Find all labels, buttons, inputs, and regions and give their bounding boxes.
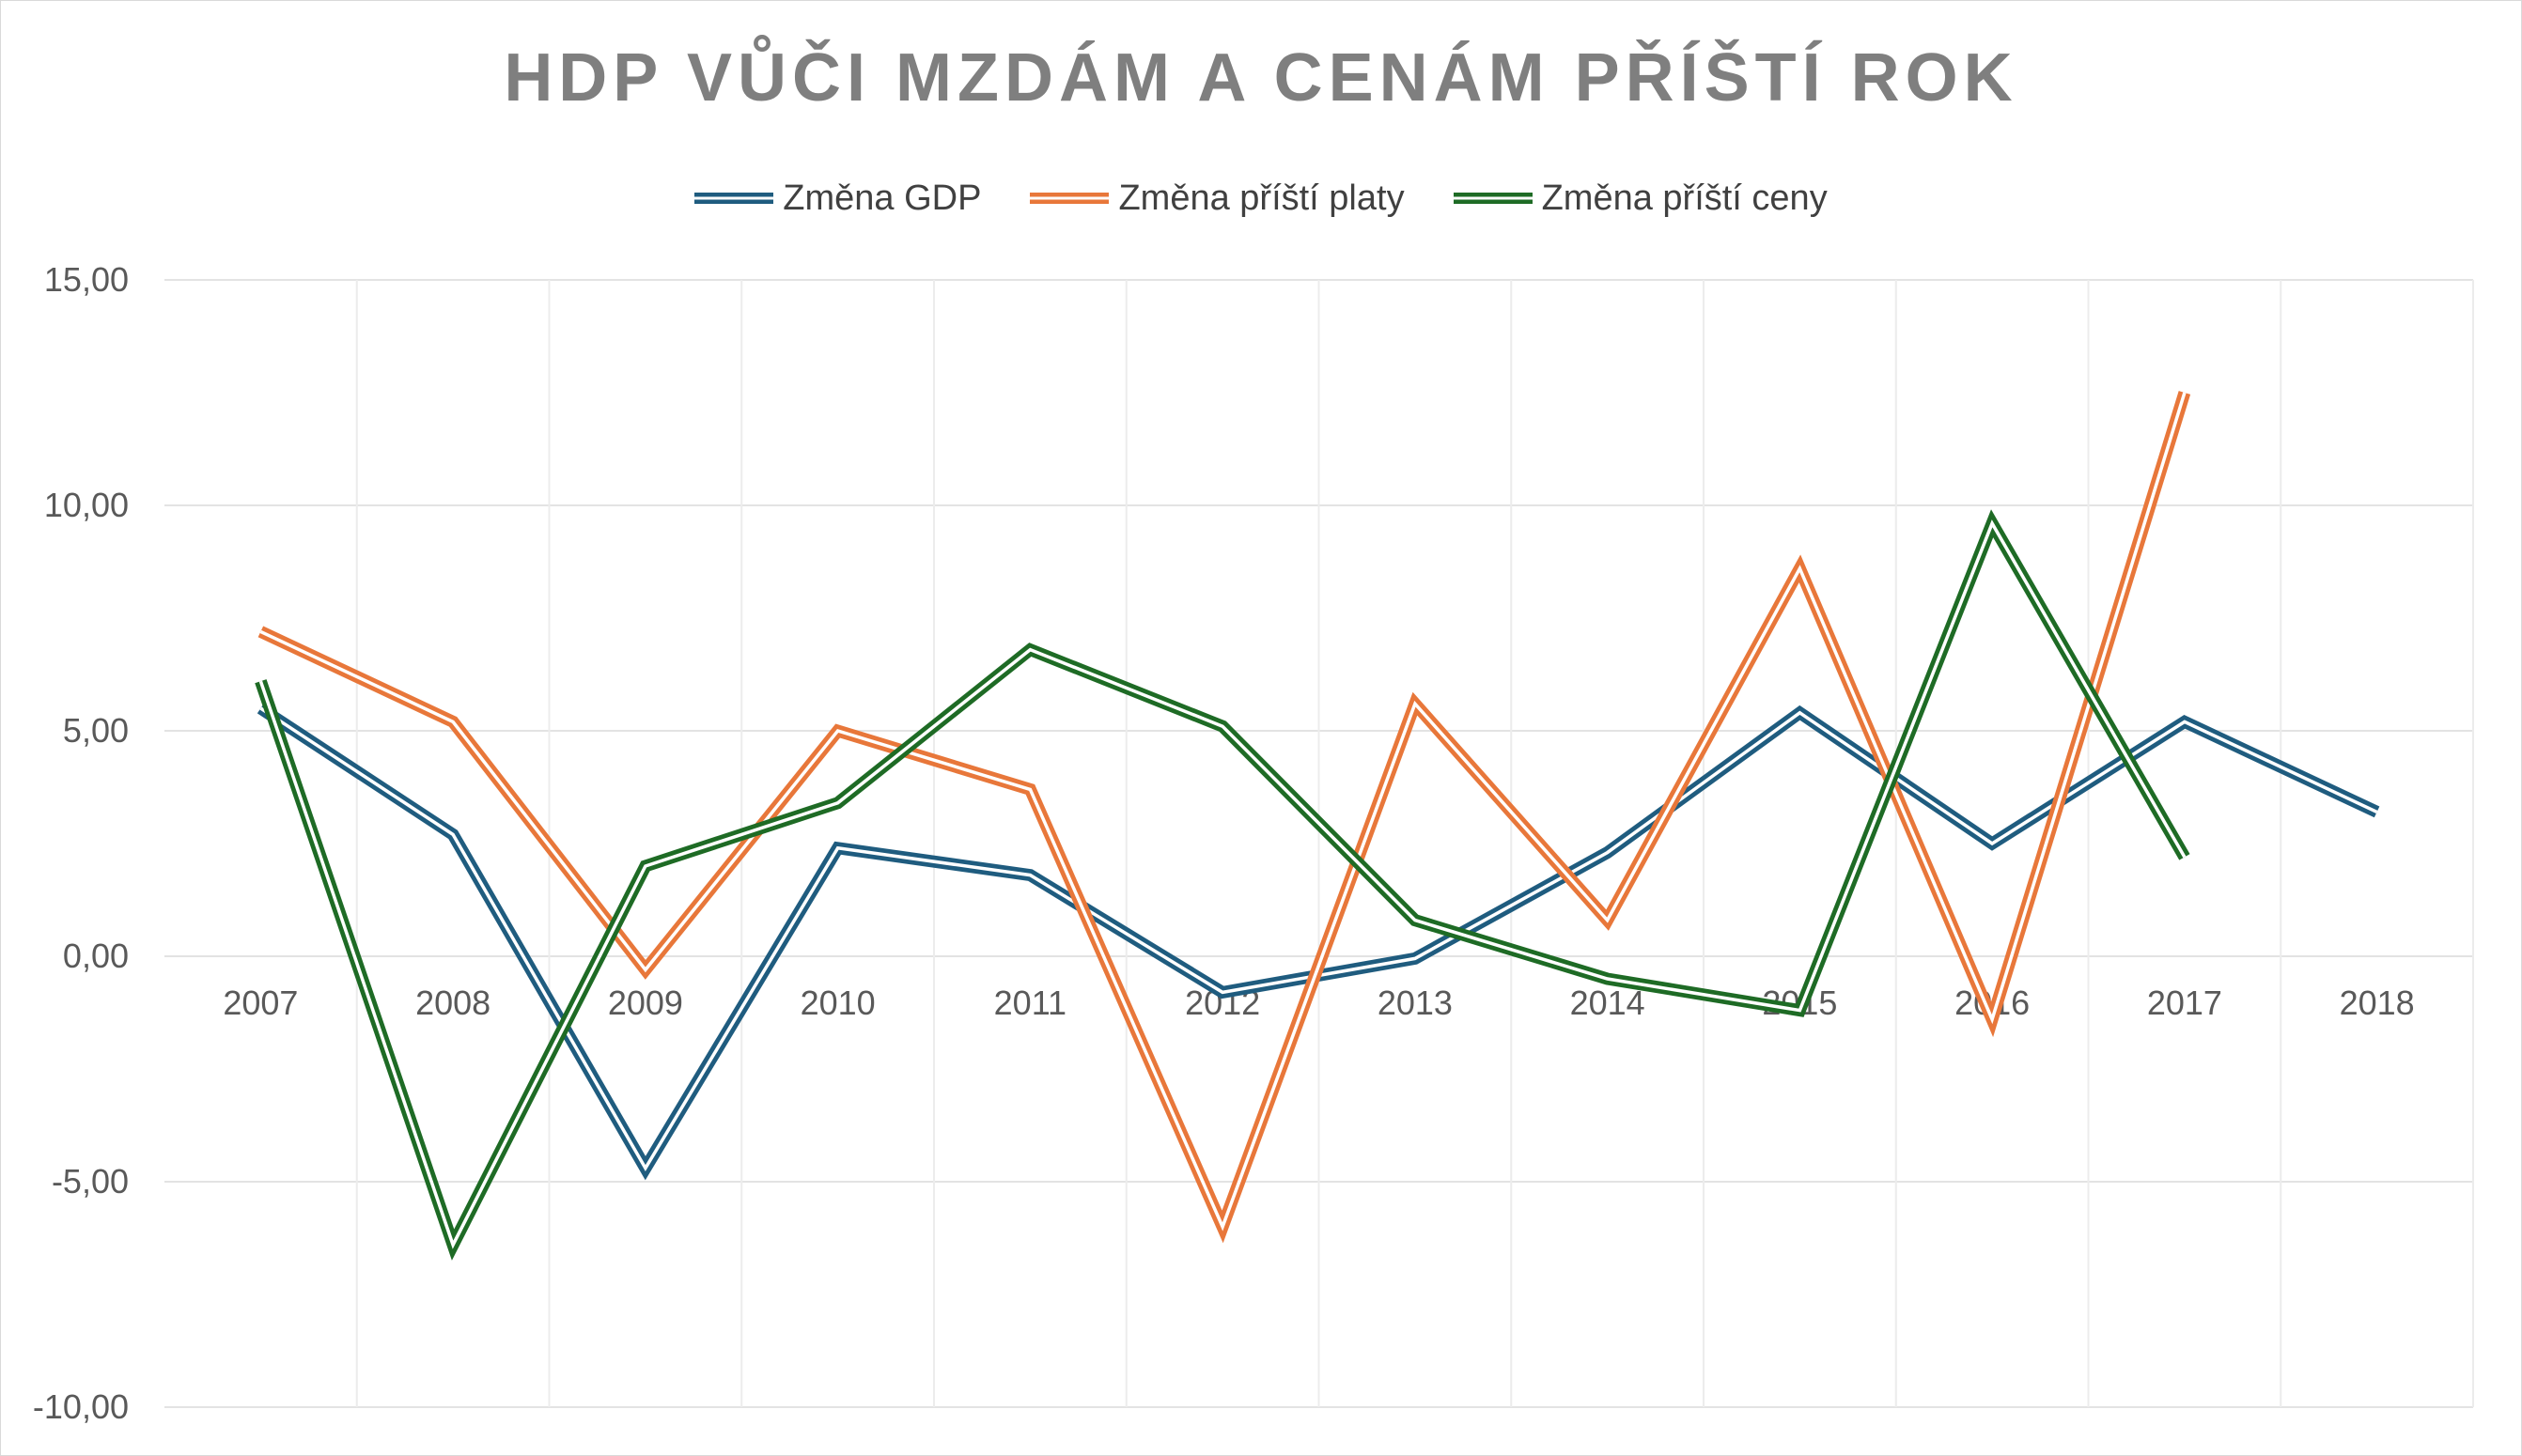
y-tick-label: 5,00 (63, 711, 129, 750)
legend-item-gdp: Změna GDP (694, 178, 981, 219)
x-tick-label: 2010 (801, 984, 876, 1022)
legend: Změna GDP Změna příští platy Změna příšt… (0, 175, 2522, 222)
legend-label-gdp: Změna GDP (783, 178, 982, 218)
legend-label-prices: Změna příští ceny (1541, 178, 1828, 218)
y-tick-label: 15,00 (44, 260, 129, 299)
x-tick-label: 2013 (1378, 984, 1453, 1022)
y-tick-label: 0,00 (63, 937, 129, 975)
x-tick-label: 2007 (223, 984, 298, 1022)
legend-swatch-prices (1453, 193, 1533, 204)
x-tick-label: 2008 (415, 984, 490, 1022)
x-tick-label: 2011 (994, 984, 1066, 1022)
x-tick-label: 2014 (1570, 984, 1645, 1022)
y-tick-label: 10,00 (44, 486, 129, 524)
y-tick-label: -10,00 (33, 1387, 129, 1426)
x-tick-label: 2017 (2147, 984, 2222, 1022)
legend-item-wages: Změna příští platy (1030, 178, 1405, 219)
x-tick-label: 2018 (2340, 984, 2415, 1022)
legend-swatch-gdp (694, 193, 774, 204)
x-tick-label: 2009 (608, 984, 683, 1022)
legend-swatch-wages (1030, 193, 1110, 204)
legend-item-prices: Změna příští ceny (1453, 178, 1828, 219)
chart-title: HDP VŮČI MZDÁM A CENÁM PŘÍŠTÍ ROK (504, 40, 2018, 116)
legend-label-wages: Změna příští platy (1118, 178, 1405, 218)
y-tick-label: -5,00 (52, 1162, 129, 1200)
